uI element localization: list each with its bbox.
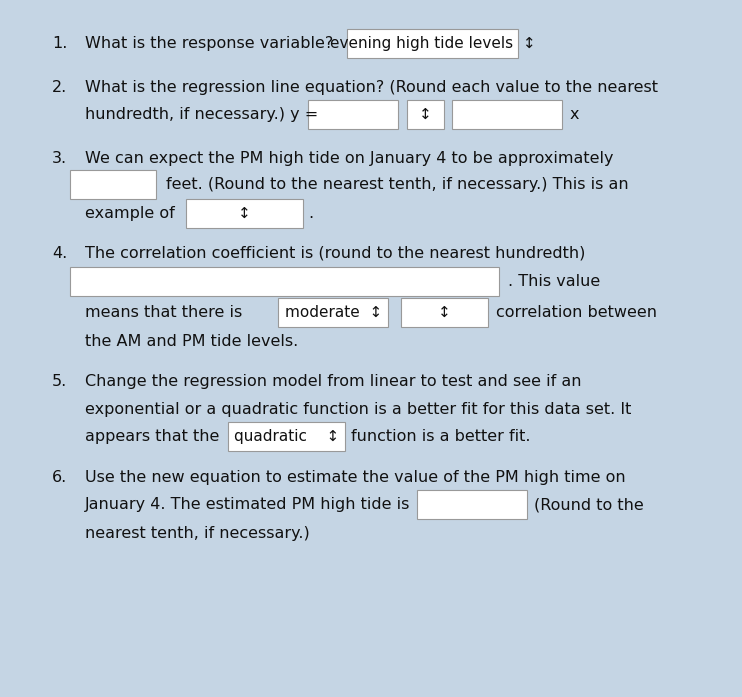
FancyBboxPatch shape bbox=[228, 422, 345, 451]
FancyBboxPatch shape bbox=[70, 267, 499, 296]
Text: example of: example of bbox=[85, 206, 175, 221]
Text: 6.: 6. bbox=[52, 470, 68, 485]
FancyBboxPatch shape bbox=[417, 490, 527, 519]
Text: appears that the: appears that the bbox=[85, 429, 220, 444]
FancyBboxPatch shape bbox=[347, 29, 518, 58]
FancyBboxPatch shape bbox=[186, 199, 303, 228]
Text: correlation between: correlation between bbox=[496, 305, 657, 320]
FancyBboxPatch shape bbox=[407, 100, 444, 129]
FancyBboxPatch shape bbox=[278, 298, 388, 327]
Text: the AM and PM tide levels.: the AM and PM tide levels. bbox=[85, 334, 298, 349]
Text: function is a better fit.: function is a better fit. bbox=[351, 429, 531, 444]
Text: nearest tenth, if necessary.): nearest tenth, if necessary.) bbox=[85, 526, 310, 541]
FancyBboxPatch shape bbox=[452, 100, 562, 129]
Text: Change the regression model from linear to test and see if an: Change the regression model from linear … bbox=[85, 374, 582, 390]
Text: 2.: 2. bbox=[52, 80, 68, 95]
Text: hundredth, if necessary.) y =: hundredth, if necessary.) y = bbox=[85, 107, 318, 122]
Text: exponential or a quadratic function is a better fit for this data set. It: exponential or a quadratic function is a… bbox=[85, 401, 631, 417]
Text: quadratic    ↕: quadratic ↕ bbox=[234, 429, 339, 444]
Text: ↕: ↕ bbox=[237, 206, 251, 221]
Text: 5.: 5. bbox=[52, 374, 68, 390]
Text: Use the new equation to estimate the value of the PM high time on: Use the new equation to estimate the val… bbox=[85, 470, 626, 485]
FancyBboxPatch shape bbox=[70, 170, 156, 199]
Text: means that there is: means that there is bbox=[85, 305, 243, 320]
Text: evening high tide levels  ↕: evening high tide levels ↕ bbox=[329, 36, 536, 51]
Text: What is the response variable?: What is the response variable? bbox=[85, 36, 334, 51]
Text: ↕: ↕ bbox=[438, 305, 451, 320]
Text: 1.: 1. bbox=[52, 36, 68, 51]
Text: . This value: . This value bbox=[508, 274, 600, 289]
Text: .: . bbox=[308, 206, 313, 221]
Text: (Round to the: (Round to the bbox=[534, 497, 644, 512]
Text: What is the regression line equation? (Round each value to the nearest: What is the regression line equation? (R… bbox=[85, 80, 658, 95]
FancyBboxPatch shape bbox=[308, 100, 398, 129]
Text: ↕: ↕ bbox=[418, 107, 432, 122]
Text: We can expect the PM high tide on January 4 to be approximately: We can expect the PM high tide on Januar… bbox=[85, 151, 614, 166]
Text: feet. (Round to the nearest tenth, if necessary.) This is an: feet. (Round to the nearest tenth, if ne… bbox=[166, 177, 628, 192]
Text: x: x bbox=[570, 107, 580, 122]
Text: January 4. The estimated PM high tide is: January 4. The estimated PM high tide is bbox=[85, 497, 411, 512]
Text: 3.: 3. bbox=[52, 151, 67, 166]
Text: 4.: 4. bbox=[52, 245, 68, 261]
Text: moderate  ↕: moderate ↕ bbox=[284, 305, 382, 320]
FancyBboxPatch shape bbox=[401, 298, 488, 327]
Text: The correlation coefficient is (round to the nearest hundredth): The correlation coefficient is (round to… bbox=[85, 245, 585, 261]
